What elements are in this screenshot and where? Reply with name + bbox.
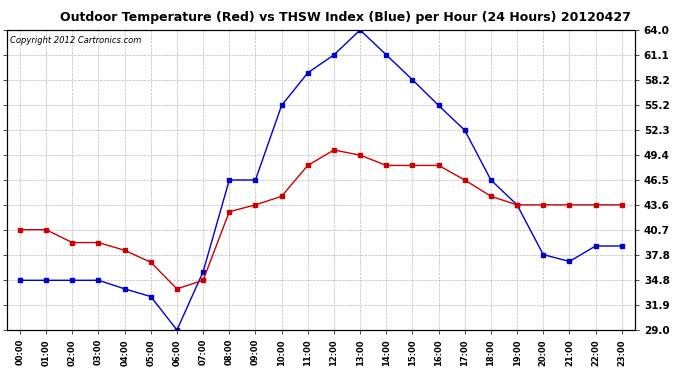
Text: Outdoor Temperature (Red) vs THSW Index (Blue) per Hour (24 Hours) 20120427: Outdoor Temperature (Red) vs THSW Index … [59,11,631,24]
Text: Copyright 2012 Cartronics.com: Copyright 2012 Cartronics.com [10,36,141,45]
